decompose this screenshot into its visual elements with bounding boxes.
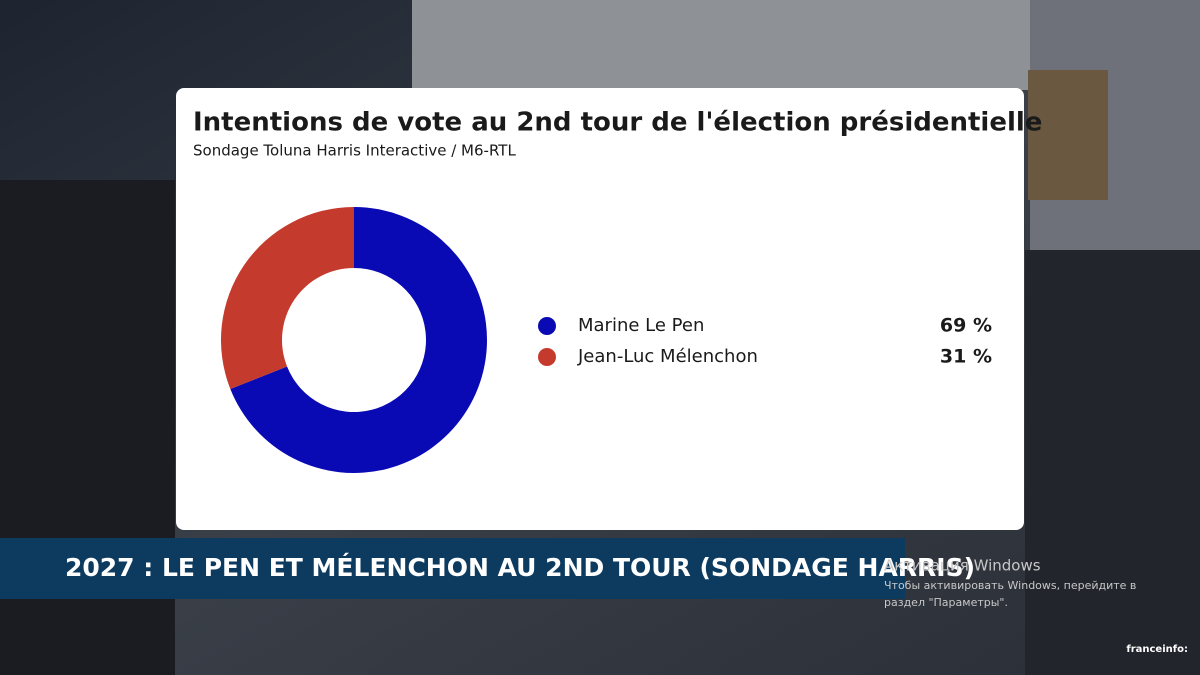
donut-slice (220, 207, 354, 389)
legend-label: Jean-Luc Mélenchon (577, 346, 758, 367)
background-slats (1028, 70, 1108, 200)
value-label: 69 % (940, 315, 992, 337)
crowd-left (0, 180, 175, 675)
donut (220, 207, 487, 473)
legend: Marine Le Pen 69 % Jean-Luc Mélenchon 31 % (538, 315, 992, 368)
banner-text: 2027 : LE PEN ET MÉLENCHON AU 2ND TOUR (… (65, 553, 975, 582)
windows-notice-text: Чтобы активировать Windows, перейдите в (884, 579, 1136, 592)
legend-marker (538, 348, 556, 366)
value-label: 31 % (940, 346, 992, 368)
background-wall (412, 0, 1032, 90)
banner-bar (0, 538, 905, 599)
windows-notice-text: раздел "Параметры". (884, 596, 1008, 609)
legend-label: Marine Le Pen (578, 315, 704, 336)
chart-title: Intentions de vote au 2nd tour de l'élec… (193, 108, 1042, 138)
legend-marker (538, 317, 556, 335)
donut-slice (230, 207, 487, 473)
chart-subtitle: Sondage Toluna Harris Interactive / M6-R… (193, 142, 516, 160)
channel-logo: franceinfo: (1126, 644, 1188, 655)
crowd-right (1025, 250, 1200, 675)
windows-notice-title: Активация Windows (884, 557, 1041, 575)
